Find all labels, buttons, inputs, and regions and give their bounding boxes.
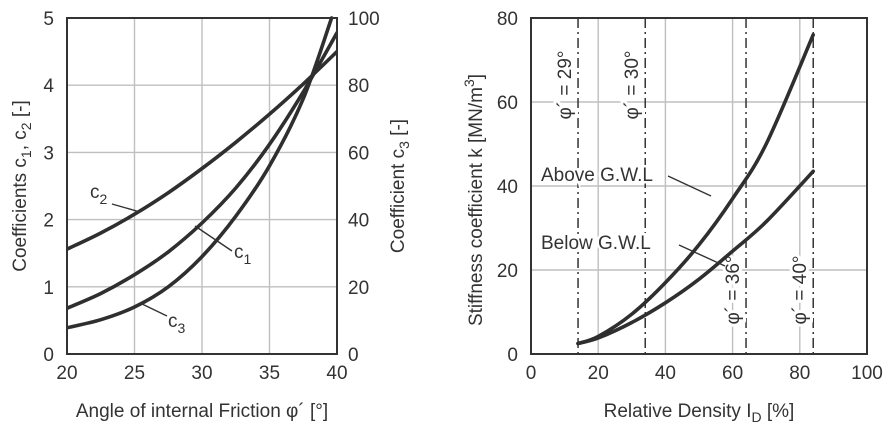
leader-c3 <box>140 303 167 316</box>
left-x-tick-labels: 20 25 30 35 40 <box>56 363 347 384</box>
phi-marker-label: φ´ = 30° <box>622 50 643 119</box>
left-x-tick-label: 25 <box>124 363 145 384</box>
curve-label-c3: c3 <box>168 311 186 336</box>
series-label-above: Above G.W.L <box>541 165 653 186</box>
right-y-tick-label: 60 <box>348 143 369 164</box>
left-curve-labels: c2 c1 c3 <box>90 182 252 336</box>
left-y-tick-label: 5 <box>43 9 54 30</box>
right-x-tick-labels: 0 20 40 60 80 100 <box>526 363 883 384</box>
phi-marker-label: φ´ = 36° <box>723 255 744 324</box>
left-x-tick-label: 30 <box>191 363 212 384</box>
left-secondary-y-axis-title: Coefficient c3 [-] <box>388 119 412 253</box>
series-label-below: Below G.W.L <box>541 233 651 254</box>
right-y-axis-title: Stiffness coefficient k [MN/m3] <box>461 74 487 326</box>
left-x-tick-label: 20 <box>56 363 77 384</box>
phi-marker-label: φ´ = 29° <box>555 50 576 119</box>
curve-c3 <box>67 18 332 328</box>
left-y-tick-label: 3 <box>43 143 54 164</box>
left-x-tick-label: 35 <box>259 363 280 384</box>
right-y-tick-labels-c3: 0 20 40 60 80 100 <box>348 9 380 366</box>
right-x-tick-label: 0 <box>526 363 537 384</box>
left-x-axis-title: Angle of internal Friction φ´ [°] <box>76 401 328 422</box>
curve-label-c2: c2 <box>90 182 108 207</box>
right-x-tick-label: 20 <box>588 363 609 384</box>
curve-below-g-w-l <box>578 171 813 343</box>
right-grid <box>531 18 867 354</box>
right-y-tick-label: 80 <box>497 9 518 30</box>
right-x-tick-label: 60 <box>722 363 743 384</box>
chart-stiffness-coefficient: φ´ = 29° φ´ = 30° φ´ = 36° φ´ = 40° 0 20 40 60… <box>461 9 883 425</box>
leader-c2 <box>112 204 140 212</box>
left-y-tick-labels: 0 1 2 3 4 5 <box>43 9 54 366</box>
left-x-tick-label: 40 <box>326 363 347 384</box>
left-grid <box>67 18 337 354</box>
right-y-tick-label: 0 <box>348 345 359 366</box>
right-y-tick-label: 20 <box>497 261 518 282</box>
right-x-tick-label: 40 <box>655 363 676 384</box>
left-y-tick-label: 2 <box>43 211 54 232</box>
right-x-tick-label: 80 <box>789 363 810 384</box>
right-y-tick-label: 0 <box>507 345 518 366</box>
right-y-tick-label: 80 <box>348 76 369 97</box>
left-y-tick-label: 1 <box>43 278 54 299</box>
right-x-axis-title: Relative Density ID [%] <box>604 401 795 425</box>
left-y-axis-title: Coefficients c1, c2 [-] <box>10 100 34 272</box>
right-y-tick-label: 60 <box>497 93 518 114</box>
right-y-tick-label: 100 <box>348 9 380 30</box>
right-y-tick-label: 20 <box>348 278 369 299</box>
right-y-tick-label: 40 <box>497 177 518 198</box>
right-x-tick-label: 100 <box>851 363 883 384</box>
phi-marker-label: φ´ = 40° <box>790 255 811 324</box>
right-y-tick-labels: 0 20 40 60 80 <box>497 9 518 366</box>
curve-label-c1: c1 <box>234 242 252 267</box>
right-y-tick-label: 40 <box>348 211 369 232</box>
left-y-tick-label: 4 <box>43 76 54 97</box>
right-curve-labels: Above G.W.L Below G.W.L <box>541 165 725 266</box>
left-y-tick-label: 0 <box>43 345 54 366</box>
